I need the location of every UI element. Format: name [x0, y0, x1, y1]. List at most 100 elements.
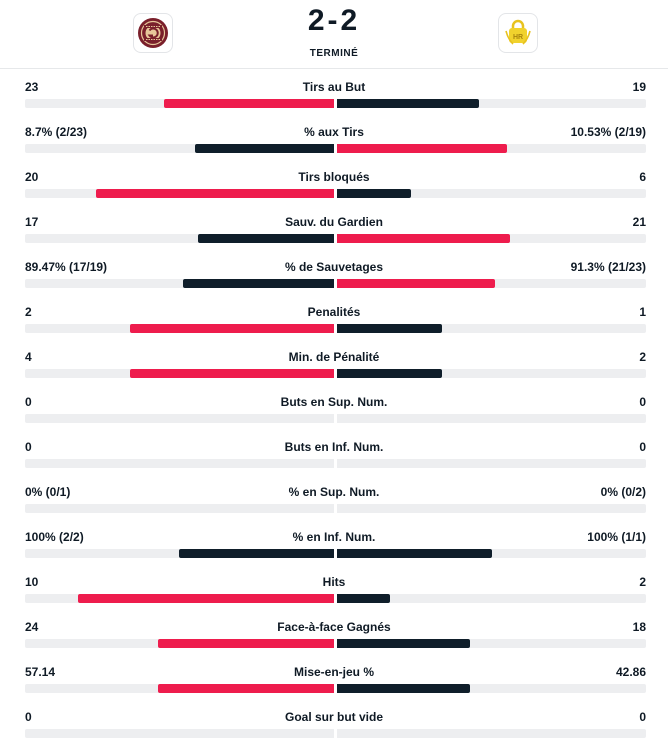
stat-label: Sauv. du Gardien — [285, 215, 383, 229]
stat-home-bar-track — [25, 459, 334, 468]
stat-label: Tirs au But — [302, 80, 366, 94]
stat-row: 10 Hits 2 — [0, 563, 668, 608]
stat-away-value: 6 — [639, 170, 646, 184]
stat-away-bar-track — [337, 189, 646, 198]
stat-label: Goal sur but vide — [284, 710, 383, 724]
stat-home-bar — [158, 639, 334, 648]
stat-row: 100% (2/2) % en Inf. Num. 100% (1/1) — [0, 518, 668, 563]
stat-home-bar-track — [25, 684, 334, 693]
stat-away-value: 18 — [632, 620, 646, 634]
stat-away-bar — [337, 324, 442, 333]
stat-home-bar — [183, 279, 334, 288]
home-team-logo[interactable] — [133, 13, 173, 53]
stat-home-bar-track — [25, 144, 334, 153]
stat-label: Face-à-face Gagnés — [277, 620, 391, 634]
stat-away-bar — [337, 234, 510, 243]
stat-away-value: 42.86 — [615, 665, 646, 679]
stat-away-value: 1 — [639, 305, 646, 319]
stat-home-value: 89.47% (17/19) — [25, 260, 108, 274]
stat-home-value: 2 — [25, 305, 32, 319]
stat-label: Min. de Pénalité — [288, 350, 380, 364]
stat-home-bar-track — [25, 99, 334, 108]
stat-away-value: 2 — [639, 350, 646, 364]
stat-home-bar — [130, 369, 334, 378]
stat-home-value: 0 — [25, 440, 32, 454]
match-header: 2-2 TERMINÉ HR — [0, 0, 668, 69]
stat-away-value: 0% (0/2) — [600, 485, 646, 499]
stat-label: % de Sauvetages — [284, 260, 384, 274]
stat-home-bar — [130, 324, 334, 333]
stat-away-bar-track — [337, 504, 646, 513]
stat-away-bar-track — [337, 369, 646, 378]
stat-home-value: 0 — [25, 395, 32, 409]
stat-home-value: 0 — [25, 710, 32, 724]
stat-row: 8.7% (2/23) % aux Tirs 10.53% (2/19) — [0, 113, 668, 158]
stat-row: 57.14 Mise-en-jeu % 42.86 — [0, 653, 668, 698]
stat-row: 0% (0/1) % en Sup. Num. 0% (0/2) — [0, 473, 668, 518]
stat-home-bar — [179, 549, 334, 558]
stat-label: Penalités — [307, 305, 361, 319]
stat-home-value: 100% (2/2) — [25, 530, 84, 544]
stat-away-value: 19 — [632, 80, 646, 94]
stat-away-bar-track — [337, 414, 646, 423]
stat-label: % en Sup. Num. — [288, 485, 380, 499]
stat-home-bar-track — [25, 504, 334, 513]
stat-home-value: 4 — [25, 350, 32, 364]
stat-away-bar — [337, 369, 442, 378]
stat-away-value: 21 — [632, 215, 646, 229]
stat-away-value: 100% (1/1) — [587, 530, 646, 544]
stat-label: Tirs bloqués — [298, 170, 370, 184]
stat-home-value: 57.14 — [25, 665, 56, 679]
stat-row: 89.47% (17/19) % de Sauvetages 91.3% (21/2… — [0, 248, 668, 293]
stat-home-value: 17 — [25, 215, 39, 229]
stat-away-bar — [337, 639, 470, 648]
stat-away-bar — [337, 279, 495, 288]
stat-home-value: 24 — [25, 620, 39, 634]
stat-label: Buts en Sup. Num. — [280, 395, 388, 409]
stat-away-bar — [337, 684, 470, 693]
stat-home-bar — [158, 684, 334, 693]
stat-home-value: 10 — [25, 575, 39, 589]
stat-row: 17 Sauv. du Gardien 21 — [0, 203, 668, 248]
stat-home-bar-track — [25, 594, 334, 603]
away-team-logo[interactable]: HR — [498, 13, 538, 53]
stat-home-bar-track — [25, 639, 334, 648]
stat-home-value: 20 — [25, 170, 39, 184]
stat-away-bar — [337, 144, 507, 153]
stat-away-bar-track — [337, 549, 646, 558]
stat-away-bar-track — [337, 144, 646, 153]
stat-away-bar-track — [337, 279, 646, 288]
stat-away-bar — [337, 594, 390, 603]
stat-label: Mise-en-jeu % — [293, 665, 374, 679]
stat-home-bar — [78, 594, 334, 603]
stat-home-bar — [96, 189, 334, 198]
stat-home-bar-track — [25, 369, 334, 378]
stat-home-bar-track — [25, 549, 334, 558]
stat-label: % aux Tirs — [304, 125, 364, 139]
stat-home-bar-track — [25, 414, 334, 423]
stat-away-bar-track — [337, 99, 646, 108]
stat-away-bar — [337, 99, 479, 108]
stat-home-bar-track — [25, 324, 334, 333]
stat-row: 0 Goal sur but vide 0 — [0, 698, 668, 743]
stat-label: Hits — [322, 575, 346, 589]
yellow-lock-crest-icon: HR — [505, 19, 531, 45]
stat-home-bar-track — [25, 729, 334, 738]
stat-label: % en Inf. Num. — [292, 530, 376, 544]
stat-row: 24 Face-à-face Gagnés 18 — [0, 608, 668, 653]
svg-text:HR: HR — [513, 34, 523, 41]
geneve-servette-crest-icon — [138, 18, 168, 48]
stat-home-bar — [195, 144, 334, 153]
stat-away-bar-track — [337, 639, 646, 648]
stat-away-bar-track — [337, 324, 646, 333]
stat-label: Buts en Inf. Num. — [284, 440, 384, 454]
match-status: TERMINÉ — [309, 48, 359, 59]
stat-home-bar-track — [25, 234, 334, 243]
stat-away-bar-track — [337, 459, 646, 468]
stat-home-bar-track — [25, 279, 334, 288]
stat-row: 20 Tirs bloqués 6 — [0, 158, 668, 203]
stat-row: 23 Tirs au But 19 — [0, 68, 668, 113]
stat-away-value: 0 — [639, 710, 646, 724]
stat-home-value: 0% (0/1) — [25, 485, 71, 499]
stat-row: 4 Min. de Pénalité 2 — [0, 338, 668, 383]
